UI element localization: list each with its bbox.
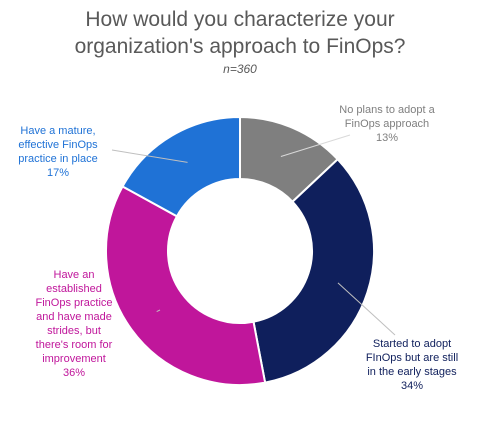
label-started-line-1: Started to adopt <box>372 338 452 350</box>
label-established-line-3: FinOps practice <box>35 297 113 309</box>
label-mature-line-1: Have a mature, <box>20 125 96 137</box>
label-mature: Have a mature, effective FinOps practice… <box>0 124 116 180</box>
label-established: Have an established FinOps practice and … <box>14 268 134 380</box>
label-established-line-1: Have an <box>53 269 95 281</box>
label-established-line-7: improvement <box>42 353 106 365</box>
title-line-2: organization's approach to FinOps? <box>74 35 406 58</box>
leader-started <box>337 282 396 336</box>
label-mature-line-2: effective FinOps <box>18 139 98 151</box>
label-no-plans-line-1: No plans to adopt a <box>339 104 435 116</box>
chart-title: How would you characterize your organiza… <box>0 6 480 60</box>
label-established-line-6: there's room for <box>35 339 113 351</box>
slice-established <box>105 185 267 386</box>
leader-mature <box>111 149 188 163</box>
label-no-plans-pct: 13% <box>375 132 399 144</box>
label-no-plans: No plans to adopt a FinOps approach 13% <box>312 103 462 145</box>
label-established-line-2: established <box>46 283 102 295</box>
label-started-line-2: FInOps but are still <box>365 352 459 364</box>
label-started: Started to adopt FInOps but are still in… <box>352 337 472 393</box>
title-line-1: How would you characterize your <box>85 8 395 31</box>
slice-started <box>252 157 375 384</box>
label-no-plans-line-2: FinOps approach <box>344 118 430 130</box>
label-mature-pct: 17% <box>46 167 70 179</box>
slice-mature <box>121 115 241 218</box>
label-established-pct: 36% <box>62 367 86 379</box>
label-started-line-3: in the early stages <box>367 366 457 378</box>
leader-established <box>156 309 161 312</box>
label-established-line-5: strides, but <box>47 325 101 337</box>
label-started-pct: 34% <box>400 380 424 392</box>
chart-subtitle: n=360 <box>223 62 257 76</box>
leader-no-plans <box>280 134 351 157</box>
label-established-line-4: and have made <box>36 311 112 323</box>
label-mature-line-3: practice in place <box>18 153 98 165</box>
